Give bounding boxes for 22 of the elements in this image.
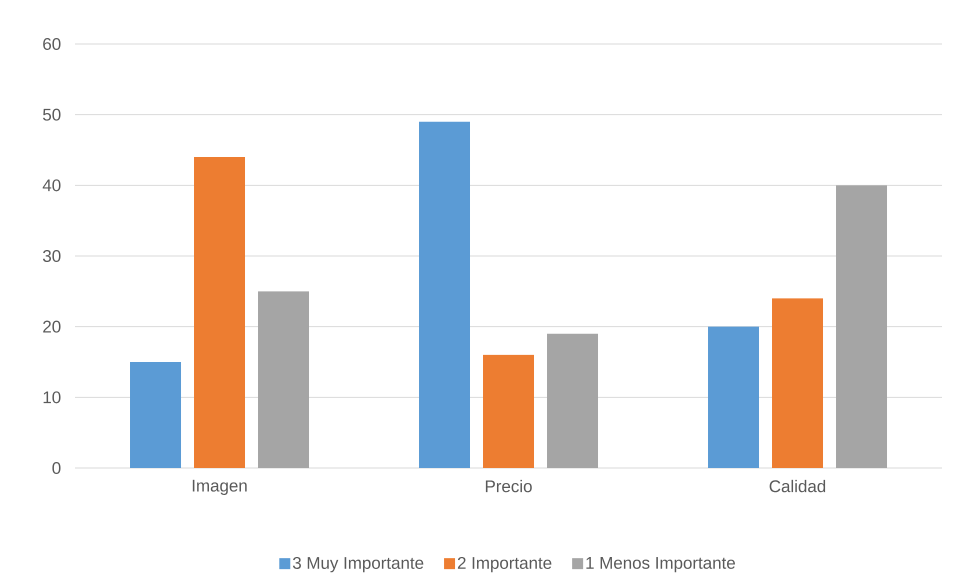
y-tick-label: 50 [43, 108, 61, 121]
y-tick-label: 30 [42, 250, 61, 262]
bar [483, 354, 534, 468]
x-tick-label: Imagen [192, 480, 247, 495]
y-tick-label: 10 [44, 391, 61, 404]
bar [836, 185, 888, 468]
legend-label: 2 Importante [458, 556, 552, 572]
bar [194, 157, 246, 468]
y-tick-label: 20 [43, 320, 61, 333]
y-tick-label: 0 [52, 462, 61, 474]
y-tick-label: 60 [43, 38, 61, 50]
bar [708, 326, 760, 468]
bar [419, 122, 470, 468]
x-tick-label: Calidad [770, 480, 826, 492]
legend-label: 1 Menos Importante [586, 557, 735, 572]
bar [547, 334, 598, 468]
legend-label: 3 Muy Importante [292, 556, 424, 572]
bar [772, 298, 824, 468]
bar [258, 291, 310, 468]
bar [130, 362, 182, 468]
x-tick-label: Precio [486, 480, 532, 492]
y-tick-label: 40 [42, 179, 61, 192]
